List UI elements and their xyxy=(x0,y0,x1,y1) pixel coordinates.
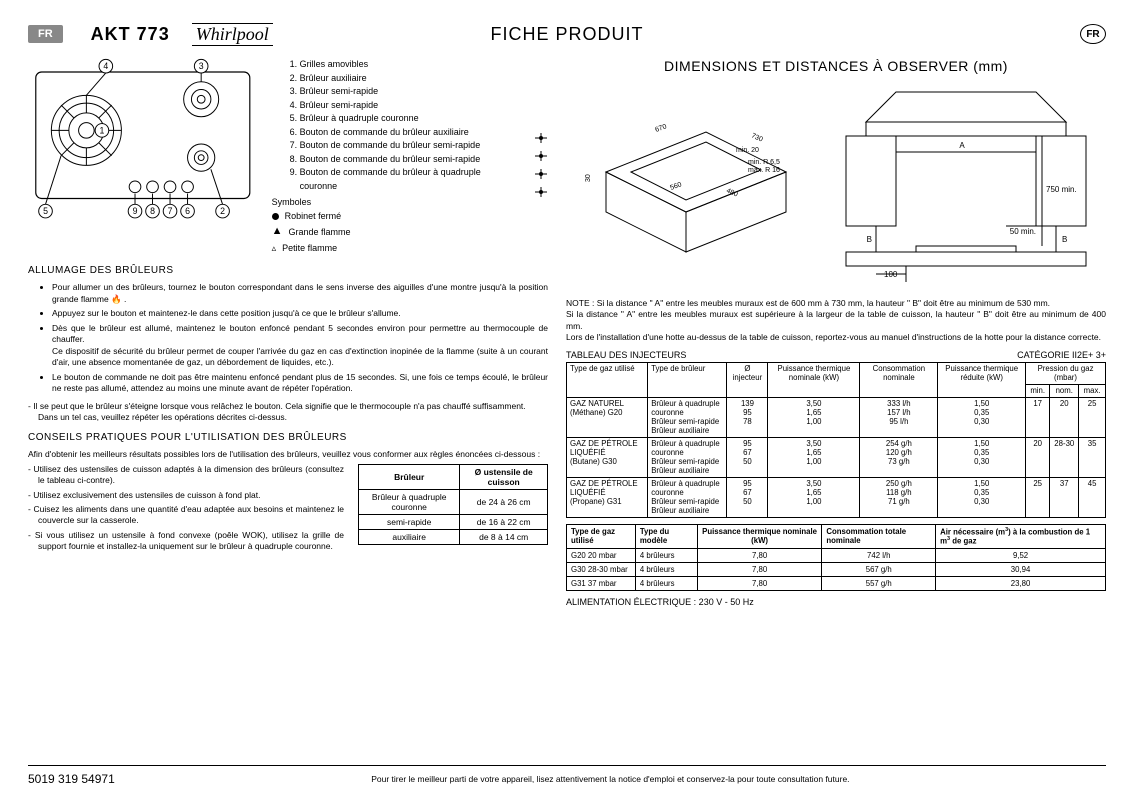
table-row: G20 20 mbar4 brûleurs7,80742 l/h9,52 xyxy=(567,549,1106,563)
svg-text:560: 560 xyxy=(669,181,682,192)
model-number: AKT 773 xyxy=(91,24,170,45)
summary-table: Type de gaz utilisé Type du modèle Puiss… xyxy=(566,524,1106,591)
legend-item: Brûleur semi-rapide xyxy=(300,99,514,113)
svg-text:670: 670 xyxy=(654,123,667,134)
header: FR AKT 773 Whirlpool FICHE PRODUIT FR xyxy=(28,18,1106,50)
part-number: 5019 319 54971 xyxy=(28,772,115,786)
legend-item: Bouton de commande du brûleur semi-rapid… xyxy=(300,153,514,167)
table-row: semi-rapidede 16 à 22 cm xyxy=(359,514,548,529)
svg-text:B: B xyxy=(1062,235,1067,244)
legend-list: Grilles amovibles Brûleur auxiliaire Brû… xyxy=(272,58,514,255)
symbols-title: Symboles xyxy=(272,197,514,207)
footer-text: Pour tirer le meilleur parti de votre ap… xyxy=(371,774,849,784)
table-row: GAZ DE PÉTROLE LIQUÉFIÉ(Butane) G30Brûle… xyxy=(567,437,1106,477)
tips-item: Utilisez des ustensiles de cuisson adapt… xyxy=(38,464,344,487)
tips-item: Utilisez exclusivement des ustensiles de… xyxy=(38,490,344,501)
injector-table: Type de gaz utilisé Type de brûleur Ø in… xyxy=(566,362,1106,518)
symbol-big-flame: ▲Grande flamme xyxy=(272,223,514,241)
table-row: GAZ DE PÉTROLE LIQUÉFIÉ(Propane) G31Brûl… xyxy=(567,477,1106,517)
utensil-table: BrûleurØ ustensile de cuisson Brûleur à … xyxy=(358,464,548,545)
lang-circle: FR xyxy=(1080,24,1106,44)
electrical-supply: ALIMENTATION ÉLECTRIQUE : 230 V - 50 Hz xyxy=(566,597,1106,607)
svg-text:max. R 16: max. R 16 xyxy=(748,167,780,174)
svg-text:min. 20: min. 20 xyxy=(736,147,759,154)
tips-list: Utilisez des ustensiles de cuisson adapt… xyxy=(28,464,344,553)
legend-item: Brûleur semi-rapide xyxy=(300,85,514,99)
tips-item: Cuisez les aliments dans une quantité d'… xyxy=(38,504,344,527)
cutout-diagram: 670 730 560 480 30 min. 20 min. R 6,5 ma… xyxy=(576,82,806,262)
ignition-item: Il se peut que le brûleur s'éteigne lors… xyxy=(38,401,548,424)
svg-text:30: 30 xyxy=(585,174,592,182)
table-row: auxiliairede 8 à 14 cm xyxy=(359,529,548,544)
ignition-item: Pour allumer un des brûleurs, tournez le… xyxy=(52,282,548,305)
legend-item: Brûleur à quadruple couronne xyxy=(300,112,514,126)
ignition-list: Pour allumer un des brûleurs, tournez le… xyxy=(28,282,548,394)
tips-title: CONSEILS PRATIQUES POUR L'UTILISATION DE… xyxy=(28,432,548,443)
svg-text:50 min.: 50 min. xyxy=(1010,227,1036,236)
table-row: G31 37 mbar4 brûleurs7,80557 g/h23,80 xyxy=(567,577,1106,591)
svg-text:4: 4 xyxy=(103,61,108,71)
table-row: GAZ NATUREL(Méthane) G20Brûleur à quadru… xyxy=(567,397,1106,437)
table-row: G30 28-30 mbar4 brûleurs7,80567 g/h30,94 xyxy=(567,563,1106,577)
ignition-item: Dès que le brûleur est allumé, maintenez… xyxy=(52,323,548,369)
table-row: Brûleur à quadruple couronnede 24 à 26 c… xyxy=(359,489,548,514)
svg-text:480: 480 xyxy=(725,187,739,198)
injector-category: CATÉGORIE II2E+ 3+ xyxy=(1017,350,1106,360)
legend-item: Brûleur auxiliaire xyxy=(300,72,514,86)
knob-icons xyxy=(534,132,548,255)
svg-text:7: 7 xyxy=(168,206,173,216)
svg-text:750 min.: 750 min. xyxy=(1046,185,1077,194)
svg-text:9: 9 xyxy=(133,206,138,216)
ignition-item: Appuyez sur le bouton et maintenez-le da… xyxy=(52,308,548,319)
svg-text:A: A xyxy=(959,141,965,150)
cooktop-diagram: 1 2 3 4 5 6 7 8 9 xyxy=(28,58,258,230)
lang-tag: FR xyxy=(28,25,63,43)
dimensions-title: DIMENSIONS ET DISTANCES À OBSERVER (mm) xyxy=(566,58,1106,74)
svg-text:8: 8 xyxy=(150,206,155,216)
dimensions-note: NOTE : Si la distance " A" entre les meu… xyxy=(566,298,1106,344)
tips-intro: Afin d'obtenir les meilleurs résultats p… xyxy=(28,449,548,460)
legend-item: Bouton de commande du brûleur semi-rapid… xyxy=(300,139,514,153)
svg-text:1: 1 xyxy=(99,125,104,135)
svg-text:B: B xyxy=(867,235,872,244)
injector-table-title: TABLEAU DES INJECTEURS xyxy=(566,350,686,360)
footer: 5019 319 54971 Pour tirer le meilleur pa… xyxy=(28,765,1106,786)
page-title: FICHE PRODUIT xyxy=(490,24,643,45)
ignition-item: Le bouton de commande ne doit pas être m… xyxy=(52,372,548,395)
legend-item: Bouton de commande du brûleur à quadrupl… xyxy=(300,166,514,193)
svg-text:2: 2 xyxy=(220,206,225,216)
svg-text:3: 3 xyxy=(199,61,204,71)
clearance-diagram: A 750 min. B B 50 min. 100 xyxy=(836,82,1096,292)
ignition-title: ALLUMAGE DES BRÛLEURS xyxy=(28,265,548,276)
brand-logo: Whirlpool xyxy=(192,23,273,46)
symbol-closed: Robinet fermé xyxy=(272,209,514,223)
svg-text:min. R 6,5: min. R 6,5 xyxy=(748,159,780,166)
symbol-small-flame: ▵Petite flamme xyxy=(272,241,514,255)
tips-item: Si vous utilisez un ustensile à fond con… xyxy=(38,530,344,553)
svg-text:6: 6 xyxy=(185,206,190,216)
svg-text:5: 5 xyxy=(43,206,48,216)
legend-item: Grilles amovibles xyxy=(300,58,514,72)
svg-text:730: 730 xyxy=(750,132,764,143)
legend-item: Bouton de commande du brûleur auxiliaire xyxy=(300,126,514,140)
ignition-list-2: Il se peut que le brûleur s'éteigne lors… xyxy=(28,401,548,424)
